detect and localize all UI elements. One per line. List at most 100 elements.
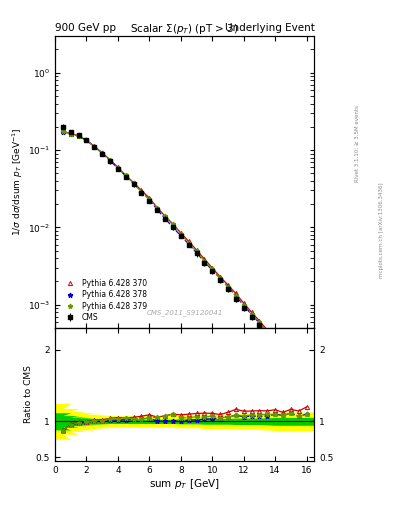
Pythia 6.428 379 — [147, 196, 152, 202]
Pythia 6.428 379 — [186, 240, 191, 246]
Pythia 6.428 379 — [155, 205, 160, 211]
Title: Scalar $\Sigma(p_T)$ (pT > 3): Scalar $\Sigma(p_T)$ (pT > 3) — [130, 22, 239, 36]
Line: Pythia 6.428 378: Pythia 6.428 378 — [61, 129, 309, 381]
Pythia 6.428 378 — [288, 356, 293, 362]
Pythia 6.428 378 — [139, 188, 144, 195]
Y-axis label: Ratio to CMS: Ratio to CMS — [24, 366, 33, 423]
Pythia 6.428 379 — [131, 180, 136, 186]
Text: 900 GeV pp: 900 GeV pp — [55, 23, 116, 33]
Pythia 6.428 378 — [116, 165, 120, 172]
Pythia 6.428 378 — [163, 216, 167, 222]
Pythia 6.428 379 — [116, 165, 120, 171]
Pythia 6.428 378 — [76, 133, 81, 139]
Pythia 6.428 370 — [241, 300, 246, 306]
Pythia 6.428 378 — [84, 137, 89, 143]
Pythia 6.428 379 — [304, 376, 309, 382]
Pythia 6.428 378 — [257, 320, 262, 326]
Pythia 6.428 378 — [304, 376, 309, 382]
Pythia 6.428 379 — [76, 133, 81, 139]
Pythia 6.428 378 — [123, 173, 128, 179]
Pythia 6.428 379 — [257, 319, 262, 326]
Pythia 6.428 378 — [155, 206, 160, 212]
Line: Pythia 6.428 379: Pythia 6.428 379 — [61, 129, 309, 381]
Pythia 6.428 378 — [171, 224, 175, 230]
Pythia 6.428 370 — [171, 221, 175, 227]
Pythia 6.428 379 — [194, 248, 199, 254]
Pythia 6.428 370 — [210, 265, 215, 271]
Pythia 6.428 370 — [139, 187, 144, 194]
Pythia 6.428 370 — [226, 282, 230, 288]
Pythia 6.428 379 — [100, 150, 105, 156]
Pythia 6.428 370 — [131, 180, 136, 186]
Pythia 6.428 378 — [296, 366, 301, 372]
Pythia 6.428 378 — [233, 293, 238, 299]
Pythia 6.428 379 — [281, 347, 285, 353]
Pythia 6.428 379 — [178, 231, 183, 237]
Pythia 6.428 379 — [84, 137, 89, 143]
Text: Rivet 3.1.10; ≥ 3.5M events: Rivet 3.1.10; ≥ 3.5M events — [355, 105, 360, 182]
Text: mcplots.cern.ch [arXiv:1306.3436]: mcplots.cern.ch [arXiv:1306.3436] — [379, 183, 384, 278]
Pythia 6.428 379 — [249, 311, 254, 317]
Pythia 6.428 379 — [139, 188, 144, 195]
Pythia 6.428 370 — [273, 336, 277, 342]
Pythia 6.428 379 — [265, 329, 270, 335]
Pythia 6.428 378 — [265, 329, 270, 335]
Pythia 6.428 379 — [202, 258, 207, 264]
Pythia 6.428 378 — [61, 129, 65, 135]
Pythia 6.428 379 — [210, 266, 215, 272]
Pythia 6.428 370 — [194, 247, 199, 253]
Pythia 6.428 370 — [178, 230, 183, 236]
Pythia 6.428 379 — [241, 302, 246, 308]
Pythia 6.428 370 — [61, 128, 65, 134]
Pythia 6.428 370 — [76, 133, 81, 139]
X-axis label: sum $p_T$ [GeV]: sum $p_T$ [GeV] — [149, 477, 220, 492]
Pythia 6.428 370 — [249, 309, 254, 315]
Pythia 6.428 378 — [241, 302, 246, 308]
Pythia 6.428 378 — [202, 259, 207, 265]
Pythia 6.428 370 — [92, 143, 97, 150]
Line: Pythia 6.428 370: Pythia 6.428 370 — [61, 129, 309, 378]
Pythia 6.428 379 — [92, 143, 97, 150]
Pythia 6.428 379 — [171, 221, 175, 227]
Pythia 6.428 370 — [257, 318, 262, 324]
Pythia 6.428 370 — [281, 346, 285, 352]
Pythia 6.428 370 — [155, 205, 160, 211]
Pythia 6.428 378 — [131, 180, 136, 186]
Pythia 6.428 370 — [202, 256, 207, 262]
Pythia 6.428 378 — [273, 338, 277, 344]
Pythia 6.428 378 — [281, 347, 285, 353]
Pythia 6.428 370 — [265, 327, 270, 333]
Pythia 6.428 378 — [218, 275, 222, 281]
Pythia 6.428 379 — [288, 356, 293, 362]
Pythia 6.428 370 — [296, 363, 301, 369]
Pythia 6.428 379 — [226, 284, 230, 290]
Pythia 6.428 379 — [273, 338, 277, 344]
Pythia 6.428 379 — [61, 129, 65, 135]
Y-axis label: 1/$\sigma$ d$\sigma$/dsum $p_T$ [GeV$^{-1}$]: 1/$\sigma$ d$\sigma$/dsum $p_T$ [GeV$^{-… — [11, 127, 25, 236]
Pythia 6.428 370 — [116, 164, 120, 170]
Pythia 6.428 379 — [123, 173, 128, 179]
Pythia 6.428 379 — [233, 293, 238, 299]
Pythia 6.428 378 — [92, 143, 97, 150]
Pythia 6.428 370 — [186, 238, 191, 244]
Pythia 6.428 370 — [218, 274, 222, 280]
Pythia 6.428 370 — [288, 354, 293, 360]
Pythia 6.428 379 — [218, 275, 222, 281]
Pythia 6.428 370 — [100, 150, 105, 156]
Pythia 6.428 379 — [68, 131, 73, 137]
Pythia 6.428 378 — [186, 241, 191, 247]
Pythia 6.428 370 — [163, 213, 167, 219]
Pythia 6.428 379 — [163, 213, 167, 219]
Pythia 6.428 370 — [304, 373, 309, 379]
Pythia 6.428 378 — [147, 196, 152, 202]
Pythia 6.428 379 — [108, 157, 112, 163]
Pythia 6.428 370 — [68, 131, 73, 137]
Pythia 6.428 378 — [226, 284, 230, 290]
Pythia 6.428 378 — [68, 131, 73, 137]
Text: CMS_2011_S9120041: CMS_2011_S9120041 — [147, 310, 223, 316]
Pythia 6.428 370 — [84, 137, 89, 143]
Pythia 6.428 378 — [100, 150, 105, 156]
Pythia 6.428 378 — [210, 267, 215, 273]
Pythia 6.428 370 — [233, 290, 238, 296]
Pythia 6.428 378 — [178, 232, 183, 239]
